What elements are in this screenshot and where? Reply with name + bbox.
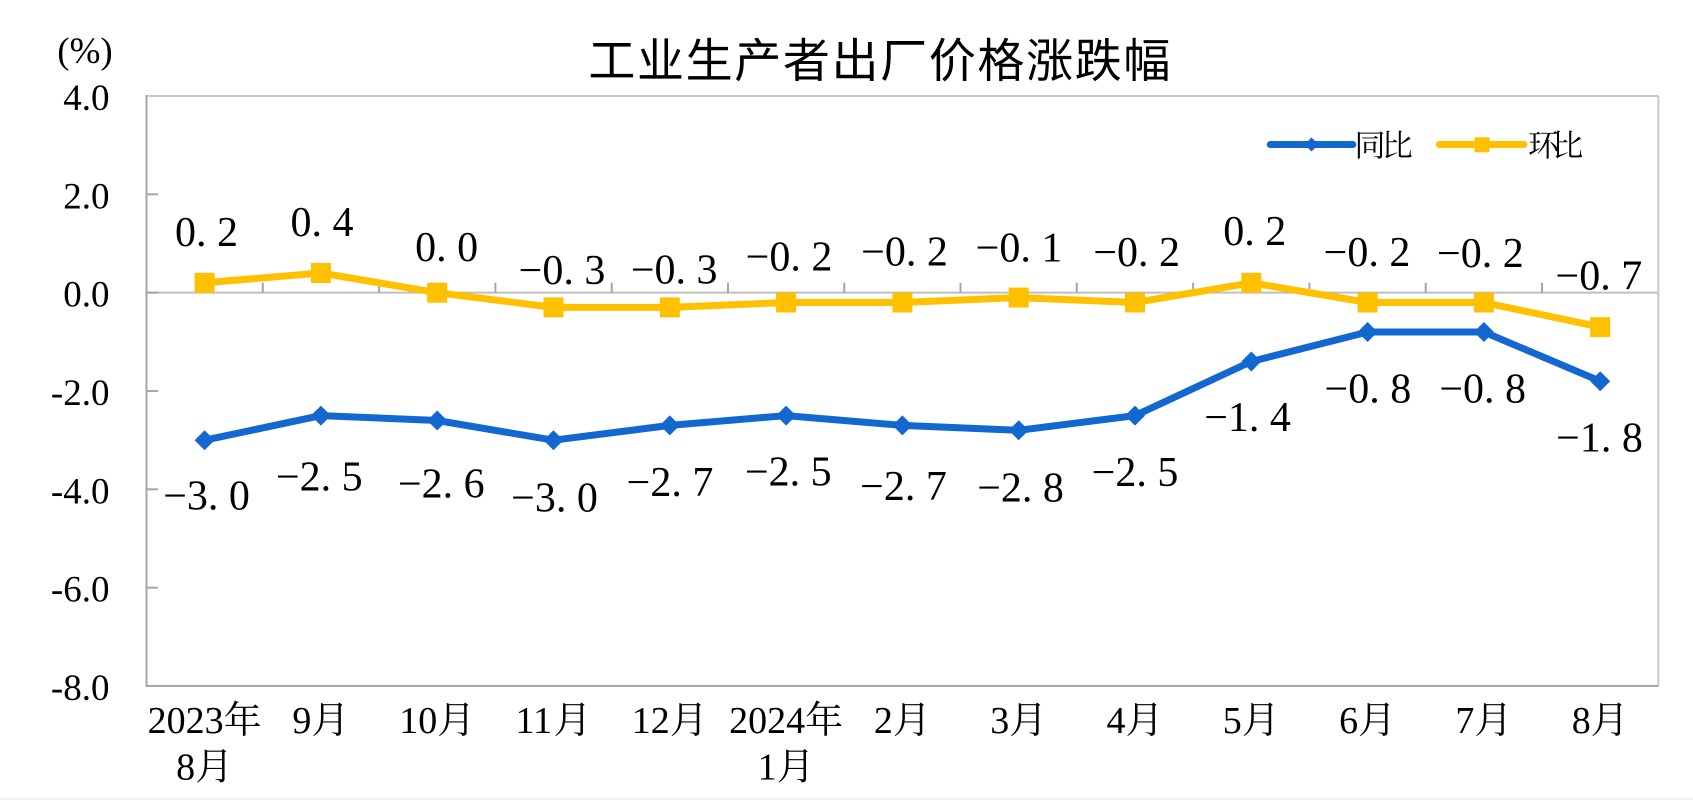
svg-text:5: 5 <box>1223 700 1242 742</box>
svg-text:4.0: 4.0 <box>63 78 109 119</box>
svg-text:−0. 1: −0. 1 <box>976 226 1063 272</box>
svg-text:−0. 2: −0. 2 <box>1324 230 1411 276</box>
svg-text:−1. 4: −1. 4 <box>1204 395 1291 441</box>
svg-text:−0. 3: −0. 3 <box>631 248 718 294</box>
svg-text:3: 3 <box>990 700 1009 742</box>
svg-text:-8.0: -8.0 <box>51 668 110 709</box>
svg-text:−0. 2: −0. 2 <box>1437 231 1524 277</box>
svg-text:−2. 5: −2. 5 <box>276 454 363 500</box>
svg-text:10: 10 <box>399 700 437 742</box>
svg-text:8: 8 <box>1572 700 1591 742</box>
svg-text:−0. 8: −0. 8 <box>1439 367 1526 413</box>
svg-text:0. 2: 0. 2 <box>1223 209 1286 255</box>
svg-text:−0. 2: −0. 2 <box>1093 230 1180 276</box>
svg-text:1: 1 <box>758 747 777 789</box>
svg-text:2023: 2023 <box>148 700 224 742</box>
svg-text:9: 9 <box>292 700 311 742</box>
svg-text:−1. 8: −1. 8 <box>1556 416 1643 462</box>
svg-text:-6.0: -6.0 <box>51 570 110 611</box>
svg-text:7: 7 <box>1455 700 1474 742</box>
svg-text:2024: 2024 <box>729 700 805 742</box>
svg-text:0.0: 0.0 <box>63 275 109 316</box>
svg-text:11: 11 <box>516 700 553 742</box>
svg-text:−2. 7: −2. 7 <box>627 460 714 506</box>
svg-text:−3. 0: −3. 0 <box>163 474 250 520</box>
svg-text:6: 6 <box>1339 700 1358 742</box>
svg-text:8: 8 <box>176 747 195 789</box>
svg-text:−2. 5: −2. 5 <box>1092 450 1179 496</box>
svg-text:−0. 7: −0. 7 <box>1556 254 1643 300</box>
svg-text:−0. 2: −0. 2 <box>746 235 833 281</box>
svg-text:0. 4: 0. 4 <box>291 200 354 246</box>
svg-text:(%): (%) <box>57 31 112 72</box>
svg-text:2: 2 <box>874 700 893 742</box>
svg-text:−0. 8: −0. 8 <box>1325 367 1412 413</box>
svg-text:-4.0: -4.0 <box>51 471 110 512</box>
svg-text:−2. 7: −2. 7 <box>860 464 947 510</box>
svg-text:−2. 8: −2. 8 <box>977 465 1064 511</box>
svg-text:0. 2: 0. 2 <box>175 210 238 256</box>
svg-text:0. 0: 0. 0 <box>415 225 478 271</box>
svg-text:-2.0: -2.0 <box>51 373 110 414</box>
svg-text:−2. 5: −2. 5 <box>745 450 832 496</box>
svg-text:12: 12 <box>632 700 670 742</box>
svg-text:−0. 3: −0. 3 <box>519 248 606 294</box>
svg-text:4: 4 <box>1107 700 1126 742</box>
svg-text:−3. 0: −3. 0 <box>511 475 598 521</box>
svg-text:−2. 6: −2. 6 <box>398 461 485 507</box>
svg-text:−0. 2: −0. 2 <box>861 230 948 276</box>
svg-text:2.0: 2.0 <box>63 176 109 217</box>
